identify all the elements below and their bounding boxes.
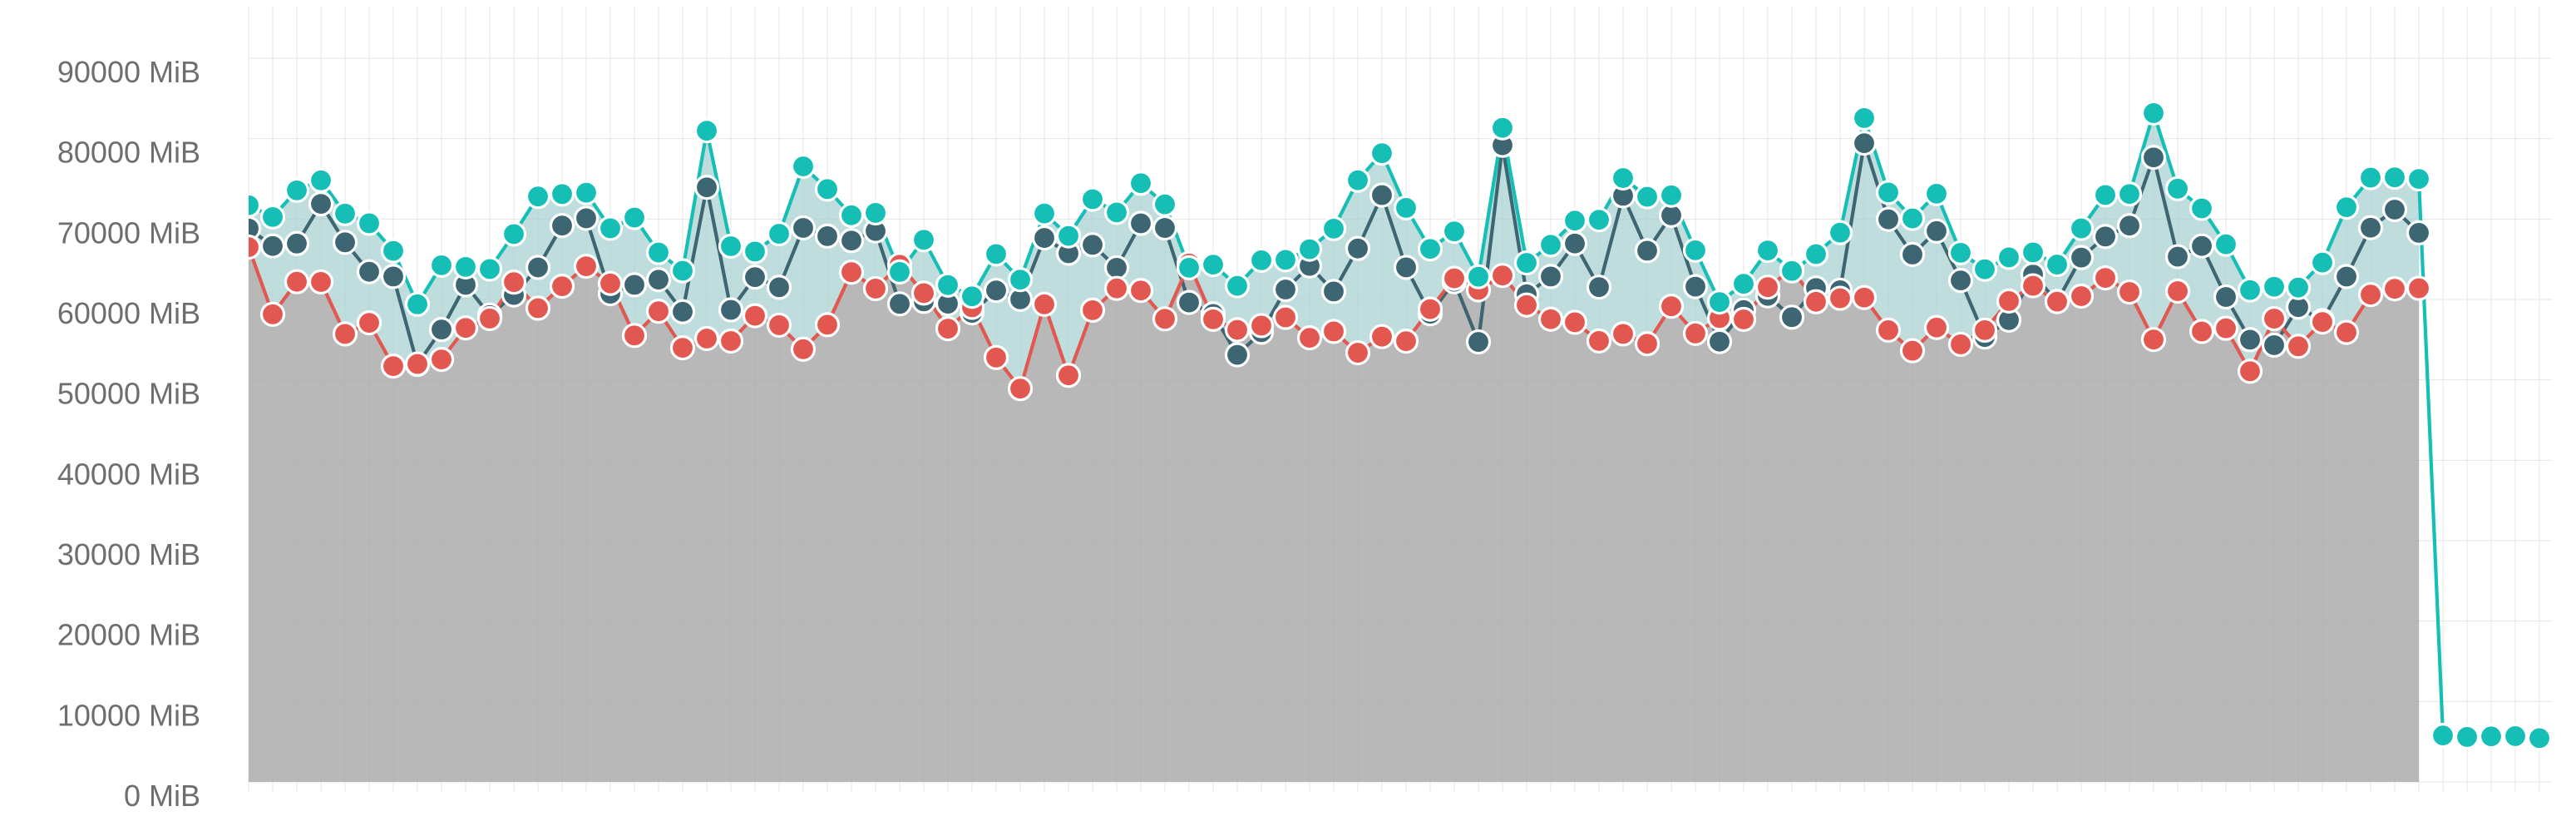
svg-text:10000 MiB: 10000 MiB (57, 698, 200, 732)
svg-text:0 MiB: 0 MiB (124, 779, 200, 813)
svg-text:40000 MiB: 40000 MiB (57, 457, 200, 491)
svg-text:70000 MiB: 70000 MiB (57, 215, 200, 250)
svg-text:90000 MiB: 90000 MiB (57, 55, 200, 89)
svg-text:50000 MiB: 50000 MiB (57, 377, 200, 411)
svg-text:60000 MiB: 60000 MiB (57, 296, 200, 330)
svg-text:80000 MiB: 80000 MiB (57, 136, 200, 170)
svg-text:30000 MiB: 30000 MiB (57, 537, 200, 571)
svg-text:20000 MiB: 20000 MiB (57, 618, 200, 652)
